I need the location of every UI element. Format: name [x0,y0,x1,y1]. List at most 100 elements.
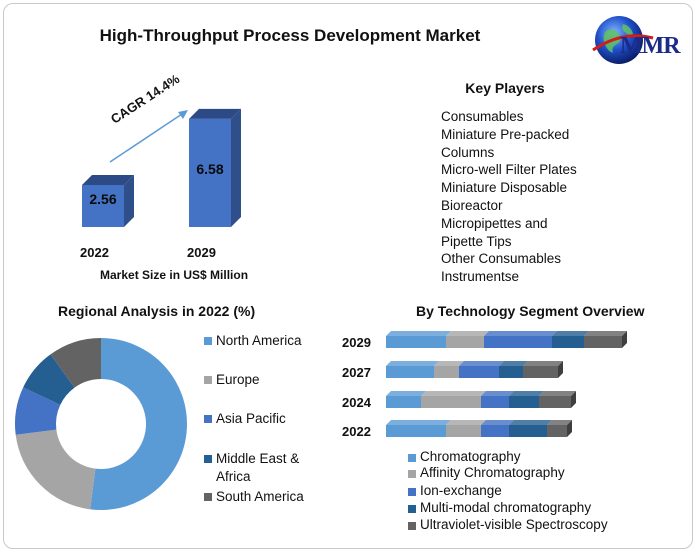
page-title: High-Throughput Process Development Mark… [99,26,481,45]
segment-top [481,420,514,425]
bar-top [189,108,241,119]
legend-label: Chromatography [420,449,521,464]
segment-top [446,420,486,425]
cagr-arrow-head [178,110,188,119]
segment-2024-affinity-chromatography [421,396,481,408]
segment-2024-ion-exchange [481,396,509,408]
bar-2029 [189,118,231,227]
segment-2024-chromatography [386,396,421,408]
legend-chromatography: Chromatography [408,449,521,464]
segment-2024-ultraviolet-visible-spectroscopy [539,396,571,408]
segment-2022-multi-modal-chromatography [509,425,547,437]
legend-label: Africa [216,469,251,484]
legend-swatch [204,455,212,463]
technology-stacked-chart [386,331,627,437]
bar-end-side [558,361,563,378]
segment-top [584,331,627,336]
bar-value-2022: 2.56 [89,191,117,207]
year-label: 2024 [342,395,371,410]
legend-label: Ion-exchange [420,483,502,498]
bar-value-2029: 6.58 [196,161,224,177]
slice-middle-east-africa [23,354,75,405]
segment-2022-chromatography [386,425,446,437]
segment-2027-multi-modal-chromatography [499,366,523,378]
segment-2022-affinity-chromatography [446,425,481,437]
legend-affinity: Affinity Chromatography [408,465,565,480]
legend-label: Middle East & [216,451,300,466]
key-player-item: Columns [441,144,495,160]
slice-south-america [50,338,101,388]
bar-2022 [82,184,124,227]
segment-2027-ultraviolet-visible-spectroscopy [523,366,558,378]
bar-end-side [571,391,576,408]
segment-top [509,420,552,425]
legend-swatch [204,376,212,384]
logo-text: MMR [620,33,681,59]
segment-top [484,331,557,336]
segment-2029-multi-modal-chromatography [552,336,584,348]
segment-top [509,391,544,396]
segment-top [386,331,451,336]
technology-title: By Technology Segment Overview [416,303,645,319]
segment-top [523,361,563,366]
segment-top [386,391,426,396]
slice-europe [15,429,96,510]
key-player-item: Bioreactor [441,197,503,213]
globe-icon [592,16,654,64]
segment-top [421,391,486,396]
segment-top [386,361,439,366]
legend-middle-east-africa: Middle East & Africa [204,450,300,486]
legend-uv-vis: Ultraviolet-visible Spectroscopy [408,517,608,532]
legend-label: North America [216,333,302,348]
segment-2027-ion-exchange [459,366,499,378]
key-player-item: Other Consumables [441,251,562,267]
legend-europe: Europe [204,371,260,389]
segment-2022-ultraviolet-visible-spectroscopy [547,425,567,437]
key-player-item: Pipette Tips [441,233,512,249]
legend-label: Affinity Chromatography [420,465,565,480]
legend-swatch [408,488,416,496]
year-label: 2022 [342,424,371,439]
segment-top [547,420,572,425]
legend-swatch [408,505,416,513]
bar-end-side [622,331,627,348]
segment-top [434,361,464,366]
segment-2024-multi-modal-chromatography [509,396,539,408]
year-label: 2027 [342,365,371,380]
bar-category-2029: 2029 [187,245,216,260]
key-players-title: Key Players [465,80,545,96]
outer-frame [3,3,693,549]
segment-2027-chromatography [386,366,434,378]
legend-label: Ultraviolet-visible Spectroscopy [420,517,608,532]
legend-swatch [408,470,416,478]
segment-top [481,391,514,396]
year-label: 2029 [342,335,371,350]
segment-top [386,420,451,425]
cagr-arrow [109,111,186,163]
bar-side [231,108,241,227]
legend-multimodal: Multi-modal chromatography [408,500,592,515]
legend-label: Multi-modal chromatography [420,500,592,515]
key-player-item: Miniature Pre-packed [441,126,570,142]
segment-top [499,361,528,366]
segment-top [459,361,504,366]
segment-2027-affinity-chromatography [434,366,459,378]
segment-top [539,391,576,396]
segment-top [446,331,489,336]
legend-north-america: North America [204,332,302,350]
legend-swatch [408,454,416,462]
slice-asia-pacific [14,387,61,435]
x-axis-label: Market Size in US$ Million [100,268,249,282]
bar-category-2022: 2022 [80,245,109,260]
bar-top [82,174,134,185]
legend-swatch [204,493,212,501]
legend-ion-exchange: Ion-exchange [408,483,502,498]
bar-end-side [567,420,572,437]
key-player-item: Instrumentse [441,269,520,285]
key-player-item: Micro-well Filter Plates [441,162,577,178]
regional-donut-chart [14,338,187,510]
key-players-list: Consumables Miniature Pre-packed Columns… [441,108,641,286]
legend-swatch [408,522,416,530]
bar-side [124,174,134,227]
market-size-chart [82,108,241,227]
